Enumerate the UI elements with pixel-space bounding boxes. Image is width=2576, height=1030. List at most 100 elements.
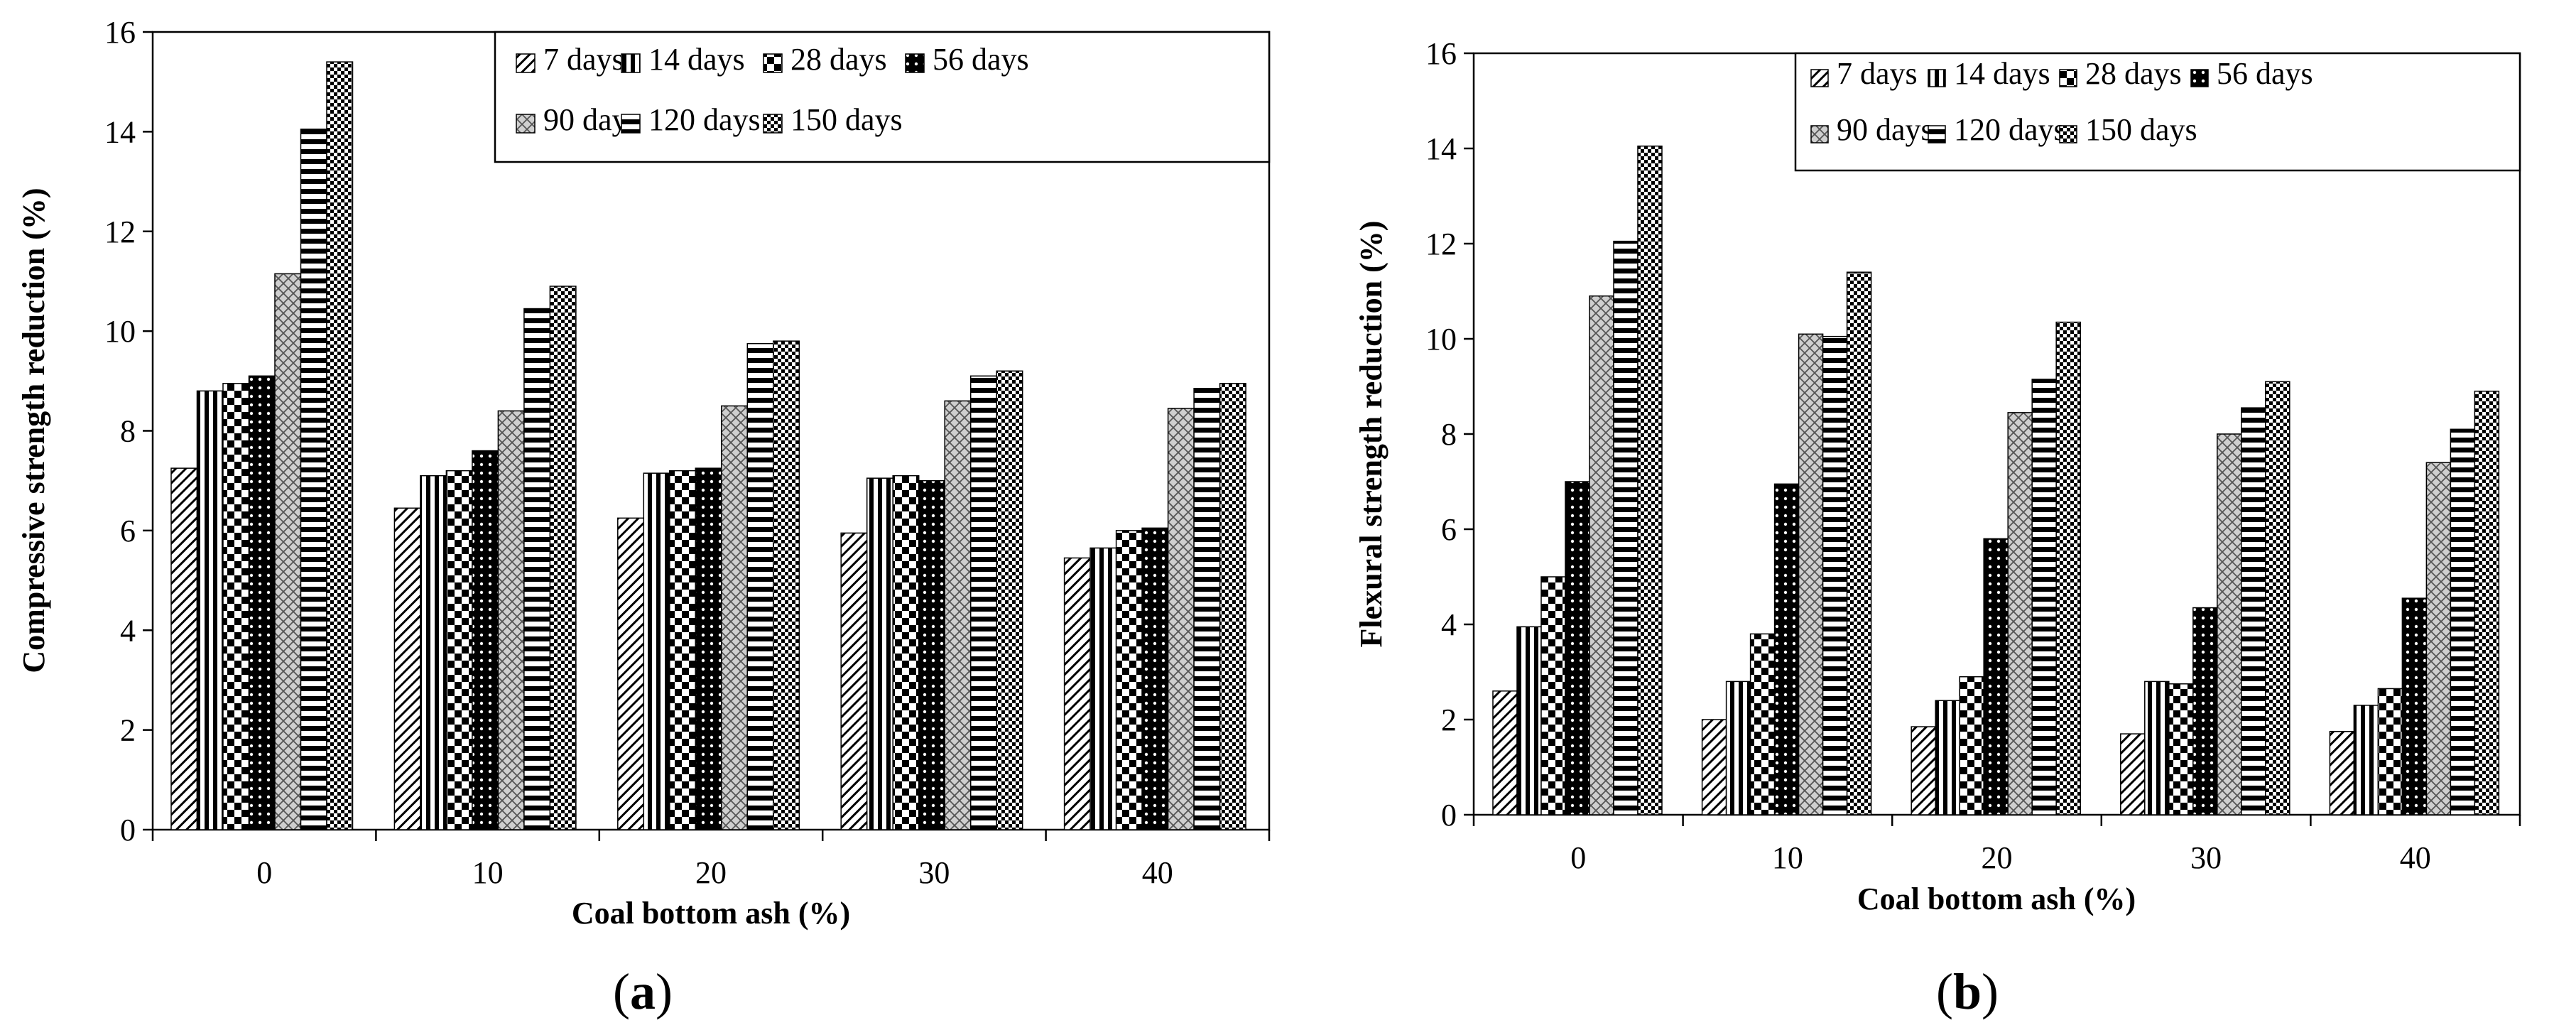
bar-14-days-30 [2144, 681, 2170, 815]
bar-56-days-40 [1141, 527, 1169, 830]
panel-label: (b) [1936, 963, 1999, 1020]
legend-swatch-56-days [2190, 69, 2209, 87]
legend-swatch-56-days [905, 53, 925, 73]
x-tick-label: 30 [918, 855, 950, 890]
bar-14-days-40 [2353, 705, 2379, 815]
legend: 7 days 14 days 28 days 56 days 90 days 120 da… [1794, 52, 2521, 172]
bar-120-days-30 [2241, 407, 2266, 815]
bar-14-days-20 [1935, 700, 1960, 815]
bar-14-days-0 [196, 390, 224, 830]
bar-56-days-30 [918, 479, 945, 830]
x-tick-label: 10 [1772, 840, 1803, 875]
bar-120-days-0 [300, 129, 327, 830]
y-tick-label: 14 [1425, 131, 1457, 166]
y-tick-label: 10 [1425, 322, 1457, 357]
y-tick-label: 0 [1441, 798, 1457, 833]
x-tick-label: 20 [1982, 840, 2013, 875]
legend-label-120-days: 120 days [1954, 112, 2066, 147]
legend-label-120-days: 120 days [648, 102, 761, 137]
y-tick-label: 2 [1441, 703, 1457, 737]
bar-120-days-30 [969, 375, 997, 830]
bar-28-days-0 [222, 383, 250, 830]
chart-panel-a: 0 2 4 6 8 10 12 14 16 0 10 20 30 40 7 days 14 days 28 da… [16, 15, 1271, 1020]
bar-7-days-10 [393, 507, 421, 830]
x-tick-label: 40 [2400, 840, 2431, 875]
bar-28-days-20 [669, 470, 697, 830]
bar-150-days-10 [1846, 271, 1872, 815]
legend-label-14-days: 14 days [648, 42, 745, 77]
bar-56-days-10 [472, 450, 499, 830]
bar-90-days-40 [2425, 462, 2452, 815]
y-axis-title: Compressive strength reduction (%) [16, 188, 51, 673]
bar-56-days-0 [248, 375, 276, 830]
bar-120-days-20 [746, 342, 774, 830]
bar-120-days-10 [1822, 335, 1848, 815]
legend-label-56-days: 56 days [2217, 56, 2313, 91]
legend-label-28-days: 28 days [2085, 56, 2182, 91]
y-tick-label: 6 [120, 514, 136, 548]
legend-label-7-days: 7 days [1837, 56, 1918, 91]
bar-90-days-30 [2217, 433, 2242, 815]
bar-28-days-10 [445, 470, 473, 830]
y-tick-label: 12 [1425, 227, 1457, 261]
legend-swatch-28-days [763, 53, 783, 73]
x-tick-label: 20 [695, 855, 727, 890]
y-tick-label: 16 [104, 15, 136, 50]
y-tick-label: 16 [1425, 36, 1457, 71]
x-tick-label: 10 [472, 855, 504, 890]
bar-7-days-0 [1492, 690, 1518, 815]
x-tick-label: 0 [1570, 840, 1586, 875]
bar-7-days-20 [1911, 726, 1936, 815]
bar-14-days-30 [866, 477, 893, 830]
legend-swatch-120-days [1928, 125, 1946, 143]
legend-swatch-28-days [2059, 69, 2077, 87]
panel-label: (a) [613, 963, 673, 1020]
bar-90-days-30 [944, 400, 972, 830]
legend-swatch-14-days [1928, 69, 1946, 87]
legend-label-7-days: 7 days [543, 42, 624, 77]
bar-7-days-40 [2329, 731, 2355, 815]
y-axis-title: Flexural strength reduction (%) [1354, 221, 1388, 648]
bar-14-days-40 [1089, 547, 1117, 830]
bar-28-days-40 [2377, 688, 2403, 815]
bar-150-days-30 [996, 370, 1023, 830]
bar-150-days-20 [2055, 321, 2081, 815]
bar-28-days-30 [2168, 683, 2194, 815]
bar-150-days-30 [2265, 381, 2290, 815]
legend-label-150-days: 150 days [790, 102, 903, 137]
bar-90-days-0 [274, 273, 302, 830]
bar-28-days-10 [1749, 633, 1776, 815]
legend-label-150-days: 150 days [2085, 112, 2197, 147]
bar-150-days-40 [1219, 383, 1246, 830]
bar-7-days-20 [617, 517, 645, 830]
x-tick-label: 40 [1142, 855, 1173, 890]
chart-panel-b: 0 2 4 6 8 10 12 14 16 0 10 20 30 40 7 days 14 days 28 da… [1354, 36, 2521, 1020]
y-tick-label: 12 [104, 215, 136, 249]
bar-14-days-10 [1725, 681, 1751, 815]
bar-14-days-10 [420, 475, 447, 830]
legend-label-14-days: 14 days [1954, 56, 2050, 91]
legend-swatch-120-days [621, 114, 641, 134]
bar-7-days-30 [840, 532, 868, 830]
y-tick-label: 8 [1441, 417, 1457, 452]
x-tick-label: 30 [2190, 840, 2222, 875]
legend-swatch-7-days [516, 53, 536, 73]
y-tick-label: 2 [120, 713, 136, 748]
bar-28-days-0 [1540, 576, 1566, 815]
bar-90-days-10 [1798, 333, 1824, 815]
bar-120-days-20 [2031, 379, 2057, 815]
legend-label-56-days: 56 days [933, 42, 1029, 77]
bar-28-days-30 [892, 475, 920, 830]
x-axis-title: Coal bottom ash (%) [1857, 882, 2136, 916]
legend-frame [1794, 52, 2521, 172]
y-tick-label: 4 [1441, 607, 1457, 642]
bar-120-days-0 [1613, 240, 1638, 815]
y-tick-label: 4 [120, 613, 136, 648]
bar-14-days-20 [643, 472, 670, 830]
bar-120-days-40 [1193, 388, 1221, 830]
x-axis-title: Coal bottom ash (%) [572, 896, 850, 931]
bar-14-days-0 [1516, 626, 1542, 815]
legend-label-28-days: 28 days [790, 42, 887, 77]
bar-7-days-40 [1063, 557, 1091, 830]
